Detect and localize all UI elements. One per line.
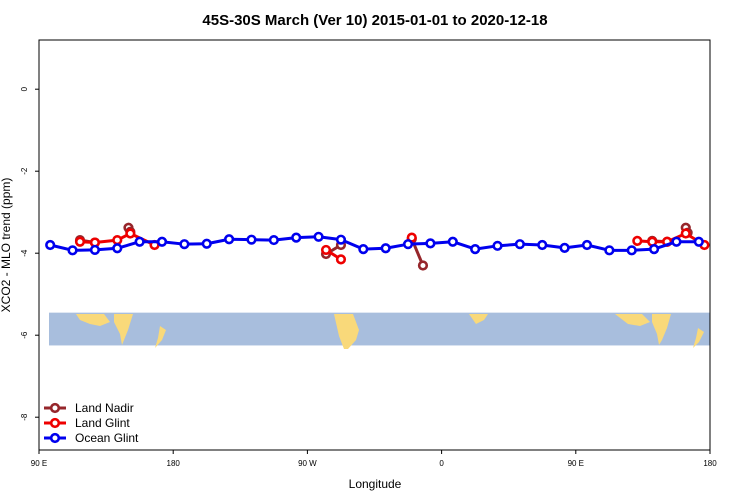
data-point	[417, 260, 429, 271]
data-point	[179, 239, 190, 250]
data-point	[112, 243, 123, 254]
x-tick-label: 180	[703, 459, 717, 468]
chart-title: 45S-30S March (Ver 10) 2015-01-01 to 202…	[202, 12, 547, 29]
map-land	[693, 328, 704, 348]
y-axis-label: XCO2 - MLO trend (ppm)	[0, 178, 13, 313]
data-point	[112, 234, 123, 246]
data-point	[224, 234, 235, 245]
data-point	[291, 232, 302, 243]
legend-marker	[49, 402, 61, 414]
data-point	[671, 236, 682, 247]
data-point	[632, 235, 643, 246]
legend-label: Land Nadir	[75, 401, 134, 415]
data-point	[74, 236, 86, 247]
x-tick-label: 180	[167, 459, 181, 468]
data-point	[201, 238, 212, 249]
data-point	[335, 234, 347, 245]
series-layer	[45, 222, 710, 271]
data-point	[693, 236, 704, 247]
map-land	[469, 314, 488, 324]
data-point	[581, 239, 593, 251]
data-point	[559, 242, 570, 253]
legend-marker	[49, 417, 61, 429]
x-tick-label: 90 E	[568, 459, 584, 468]
data-point	[447, 236, 458, 247]
legend-label: Ocean Glint	[75, 431, 139, 445]
data-point	[380, 243, 391, 254]
y-tick-label: -2	[20, 167, 29, 175]
series-line	[49, 235, 699, 252]
series-ocean-glint	[45, 231, 704, 256]
map-land	[155, 326, 166, 348]
data-point	[125, 228, 136, 239]
y-tick-label: 0	[20, 86, 29, 91]
x-tick-label: 90 W	[298, 459, 317, 468]
data-point	[604, 245, 615, 256]
map-land	[334, 314, 359, 349]
data-point	[156, 236, 168, 247]
x-tick-label: 90 E	[31, 459, 47, 468]
data-point	[680, 228, 691, 239]
data-point	[246, 234, 257, 245]
map-land	[652, 314, 671, 345]
data-point	[67, 245, 78, 256]
data-point	[134, 236, 145, 247]
y-tick-label: -4	[20, 249, 29, 257]
y-tick-label: -8	[20, 413, 29, 421]
data-point	[492, 240, 503, 251]
data-point	[402, 239, 414, 250]
data-point	[514, 239, 525, 250]
data-point	[320, 244, 332, 256]
y-tick-label: -6	[20, 331, 29, 339]
legend-label: Land Glint	[75, 416, 130, 430]
map-land	[76, 314, 110, 326]
map-land	[615, 314, 650, 326]
data-point	[537, 239, 548, 251]
x-axis-label: Longitude	[349, 477, 402, 491]
data-point	[626, 245, 637, 256]
data-point	[268, 234, 279, 246]
data-point	[335, 254, 347, 265]
data-point	[89, 244, 101, 256]
data-point	[648, 244, 660, 255]
data-point	[470, 244, 481, 255]
plot-frame	[38, 39, 711, 451]
data-point	[358, 244, 369, 255]
map-band	[49, 312, 710, 349]
data-point	[313, 231, 324, 242]
data-point	[425, 238, 436, 249]
legend-marker	[49, 432, 61, 444]
map-land	[114, 314, 133, 345]
map-ocean	[49, 312, 710, 346]
data-point	[45, 239, 56, 251]
x-tick-label: 0	[439, 459, 444, 468]
plot-axes: 90 E 180 90 W 0 90 E 180 0 -2 -4 -6 -8	[20, 39, 717, 468]
